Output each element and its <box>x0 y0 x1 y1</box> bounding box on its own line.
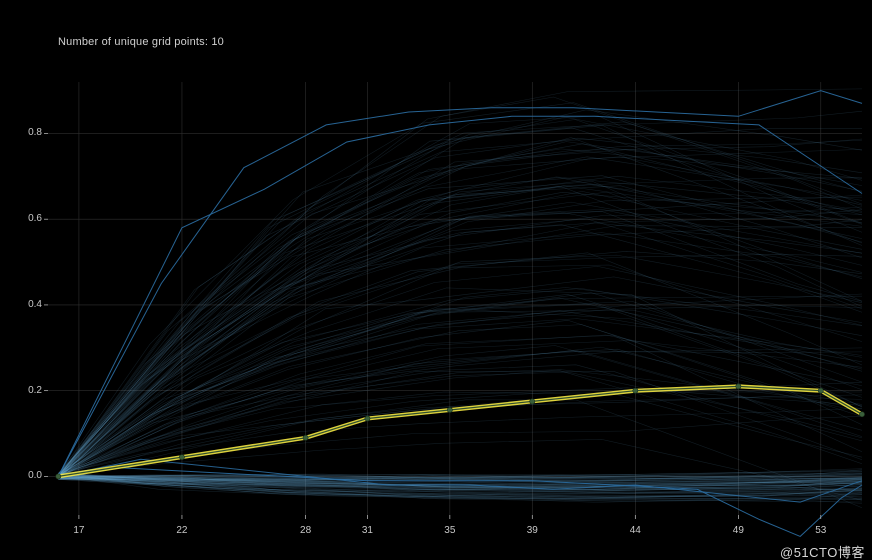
median-marker <box>447 407 452 412</box>
median-marker <box>365 416 370 421</box>
median-marker <box>179 455 184 460</box>
fan-line <box>58 254 862 473</box>
fan-line <box>58 157 862 476</box>
median-marker <box>530 399 535 404</box>
plot-svg <box>0 0 872 560</box>
median-marker <box>303 435 308 440</box>
x-tick-label: 39 <box>527 525 538 536</box>
y-tick-label: 0.8 <box>12 127 42 138</box>
y-tick-label: 0.6 <box>12 213 42 224</box>
fan-line <box>58 139 862 474</box>
x-tick-label: 28 <box>300 525 311 536</box>
median-marker <box>56 474 61 479</box>
fan-line <box>58 255 862 475</box>
fan-line <box>58 138 862 476</box>
x-tick-label: 22 <box>176 525 187 536</box>
x-tick-label: 49 <box>733 525 744 536</box>
y-tick-label: 0.4 <box>12 299 42 310</box>
x-tick-label: 17 <box>73 525 84 536</box>
fan-line <box>58 144 862 476</box>
x-tick-label: 31 <box>362 525 373 536</box>
fan-line <box>58 178 862 477</box>
x-tick-label: 35 <box>444 525 455 536</box>
fan-line <box>58 125 862 478</box>
fan-line <box>58 416 862 474</box>
fan-line <box>58 304 862 476</box>
chart-container: Number of unique grid points: 10 0.00.20… <box>0 0 872 560</box>
x-tick-label: 53 <box>815 525 826 536</box>
fan-line <box>58 288 862 475</box>
y-tick-label: 0.2 <box>12 385 42 396</box>
x-tick-label: 44 <box>630 525 641 536</box>
boundary-line <box>58 91 862 477</box>
fan-line <box>58 220 862 474</box>
fan-line <box>58 253 862 479</box>
watermark: @51CTO博客 <box>780 542 865 560</box>
median-marker <box>736 384 741 389</box>
y-tick-label: 0.0 <box>12 470 42 481</box>
median-marker <box>633 388 638 393</box>
median-marker <box>818 388 823 393</box>
fan-line <box>58 97 862 475</box>
median-marker <box>859 412 864 417</box>
